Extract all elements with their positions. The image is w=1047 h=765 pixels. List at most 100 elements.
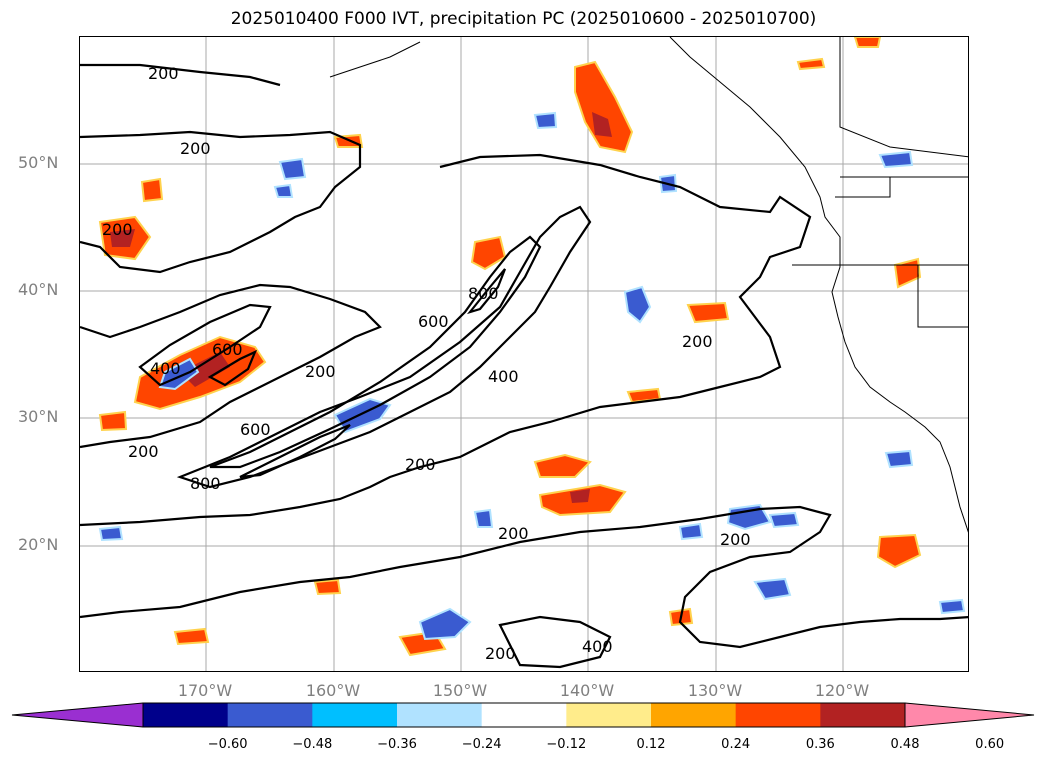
contour-label: 200 (305, 362, 336, 381)
ivt-contour-600 (207, 349, 258, 387)
precip-blob (278, 157, 307, 181)
precip-blob (533, 453, 592, 478)
precip-blob (623, 285, 652, 324)
precip-blob (884, 449, 914, 469)
colorbar-tick-label: −0.24 (461, 737, 502, 752)
contour-label: 800 (190, 474, 221, 493)
contour-label: 200 (405, 455, 436, 474)
lat-label-30n: 30°N (18, 407, 59, 426)
precip-blob (753, 577, 792, 601)
ivt-contours (80, 63, 968, 669)
ivt-contour-200 (80, 505, 968, 649)
ivt-contour-200 (80, 153, 812, 527)
contour-label: 200 (180, 139, 211, 158)
map-title: 2025010400 F000 IVT, precipitation PC (2… (230, 9, 817, 29)
coastline (329, 37, 968, 533)
contour-label: 600 (212, 340, 243, 359)
contour-label: 400 (488, 367, 519, 386)
contour-label: 200 (485, 644, 516, 663)
colorbar-tick-label: 0.60 (975, 737, 1005, 752)
precip-blob (140, 177, 164, 203)
precip-blob (574, 60, 634, 154)
ivt-contour-800 (239, 423, 351, 479)
contour-label: 200 (128, 442, 159, 461)
precip-blob (473, 508, 494, 528)
precip-blob (418, 607, 472, 641)
precip-blob (678, 522, 704, 541)
precip-blob (878, 150, 914, 169)
ivt-contour-800 (466, 268, 507, 315)
contour-label: 400 (150, 359, 181, 378)
precip-blob (533, 111, 558, 130)
colorbar-segment (312, 703, 398, 727)
contour-label: 800 (468, 284, 499, 303)
precip-blob (273, 183, 294, 198)
ivt-contour-600 (209, 235, 542, 469)
precip-blob (876, 533, 922, 569)
colorbar-segment (227, 703, 313, 727)
colorbar-tick-label: −0.48 (292, 737, 333, 752)
colorbar-tick-label: −0.12 (546, 737, 587, 752)
lon-label-130w: 130°W (687, 681, 743, 700)
ivt-contour-labels: 200 200 200 400 600 200 200 600 800 600 … (102, 64, 751, 663)
contour-label: 200 (498, 524, 529, 543)
precip-blob (853, 37, 882, 48)
contour-label: 200 (102, 220, 133, 239)
contour-label: 200 (720, 530, 751, 549)
precip-blob (173, 627, 210, 646)
map-canvas: 200 200 200 400 600 200 200 600 800 600 … (80, 37, 968, 671)
colorbar-segment (735, 703, 821, 727)
precip-negative-areas (98, 111, 966, 641)
north-america-coast (669, 37, 968, 533)
colorbar (11, 702, 1035, 728)
colorbar-extend-min (12, 703, 143, 727)
colorbar-segment (397, 703, 483, 727)
precip-blob (98, 525, 124, 542)
colorbar-segment (481, 703, 567, 727)
ivt-contour-200 (80, 63, 281, 87)
ivt-contour-400 (498, 615, 612, 669)
lon-label-160w: 160°W (305, 681, 361, 700)
precip-blob (726, 503, 772, 531)
precip-blob (768, 511, 800, 529)
contour-label: 600 (418, 312, 449, 331)
lon-label-170w: 170°W (177, 681, 233, 700)
colorbar-tick-label: 0.36 (805, 737, 835, 752)
precip-blob (686, 301, 730, 324)
contour-label: 600 (240, 420, 271, 439)
state-border (835, 177, 891, 198)
colorbar-tick-label: −0.36 (377, 737, 417, 752)
colorbar-segment (566, 703, 652, 727)
ivt-contour-400 (176, 205, 592, 489)
ivt-contour-400 (138, 303, 272, 387)
contour-label: 400 (582, 637, 613, 656)
lon-label-150w: 150°W (432, 681, 488, 700)
contour-label: 200 (148, 64, 179, 83)
precip-blob (313, 578, 342, 596)
colorbar-tick-label: −0.60 (207, 737, 248, 752)
graticule (80, 37, 968, 671)
precip-blob (98, 410, 128, 432)
contour-label: 200 (682, 332, 713, 351)
precip-blob (470, 235, 507, 271)
province-border (839, 37, 968, 158)
colorbar-segment (651, 703, 737, 727)
precip-blob (938, 598, 966, 615)
lat-label-40n: 40°N (18, 280, 59, 299)
lon-label-120w: 120°W (814, 681, 870, 700)
colorbar-tick-label: 0.12 (636, 737, 666, 752)
colorbar-segment (820, 703, 906, 727)
colorbar-tick-label: 0.24 (721, 737, 751, 752)
colorbar-segment (143, 703, 229, 727)
ivt-contour-200 (80, 130, 362, 274)
state-border (917, 265, 968, 328)
map-panel: 200 200 200 400 600 200 200 600 800 600 … (79, 36, 969, 672)
colorbar-tick-label: 0.48 (890, 737, 920, 752)
precip-blob (893, 257, 922, 289)
aleutian-chain (329, 41, 421, 78)
lon-label-140w: 140°W (559, 681, 615, 700)
colorbar-segments (12, 703, 1034, 727)
ivt-contour-200 (80, 283, 382, 449)
lat-label-50n: 50°N (18, 153, 59, 172)
colorbar-extend-max (905, 703, 1034, 727)
